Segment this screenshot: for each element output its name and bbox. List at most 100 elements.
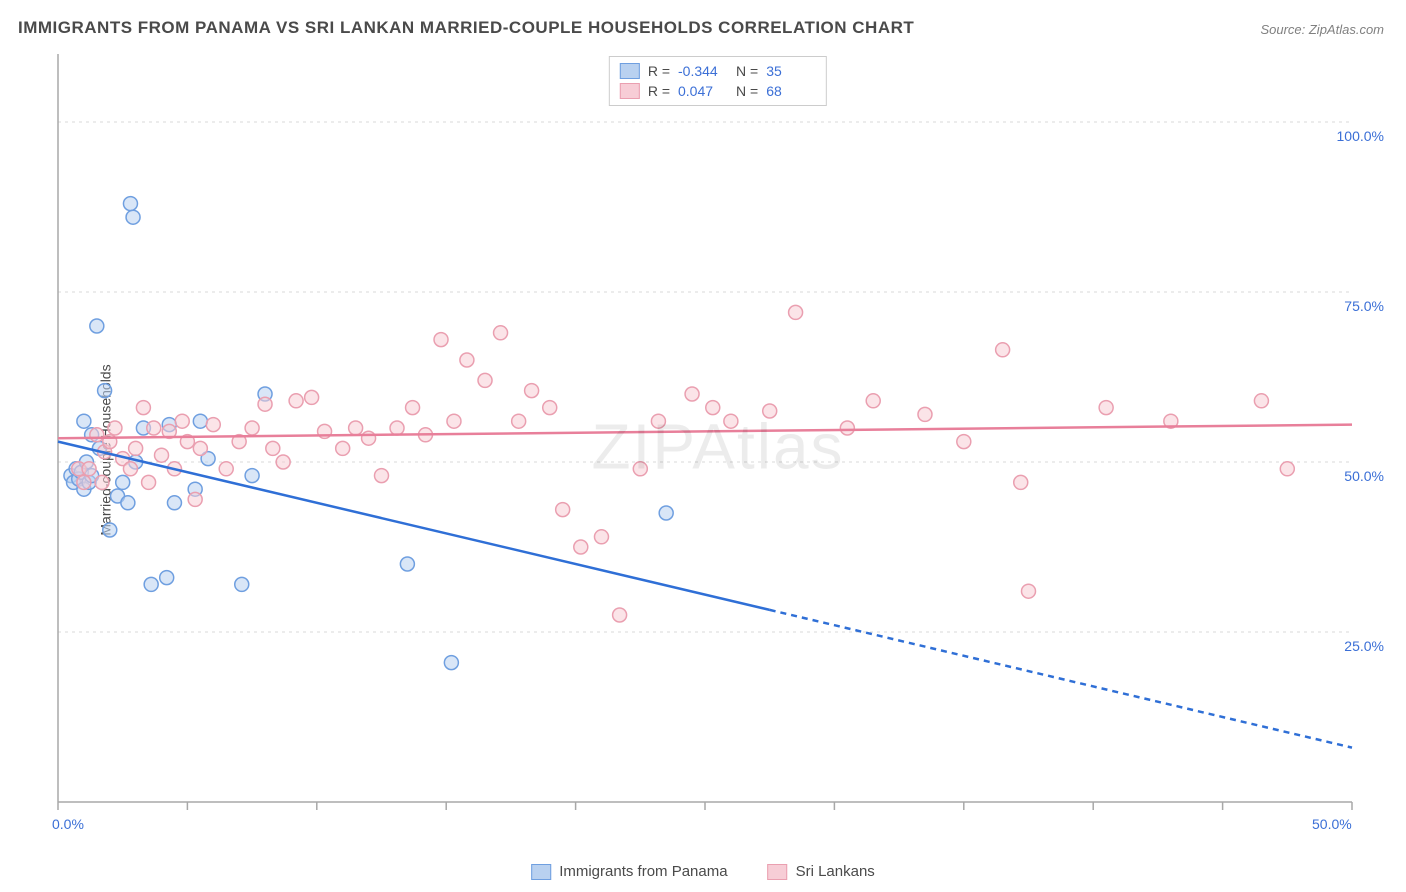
data-point xyxy=(123,197,137,211)
data-point xyxy=(129,441,143,455)
data-point xyxy=(594,530,608,544)
data-point xyxy=(400,557,414,571)
data-point xyxy=(82,462,96,476)
data-point xyxy=(434,333,448,347)
data-point xyxy=(866,394,880,408)
data-point xyxy=(155,448,169,462)
data-point xyxy=(193,441,207,455)
r-label: R = xyxy=(648,83,670,99)
data-point xyxy=(651,414,665,428)
legend-swatch xyxy=(620,83,640,99)
data-point xyxy=(193,414,207,428)
legend-label: Sri Lankans xyxy=(796,863,875,880)
legend-item: Sri Lankans xyxy=(768,863,875,880)
data-point xyxy=(245,421,259,435)
n-label: N = xyxy=(736,63,758,79)
data-point xyxy=(175,414,189,428)
legend-item: Immigrants from Panama xyxy=(531,863,727,880)
legend-series: Immigrants from Panama Sri Lankans xyxy=(531,863,875,880)
data-point xyxy=(390,421,404,435)
n-label: N = xyxy=(736,83,758,99)
r-label: R = xyxy=(648,63,670,79)
chart-area: Married-couple Households ZIPAtlas R = -… xyxy=(48,54,1388,846)
data-point xyxy=(918,407,932,421)
data-point xyxy=(235,577,249,591)
legend-swatch xyxy=(620,63,640,79)
data-point xyxy=(556,503,570,517)
data-point xyxy=(289,394,303,408)
legend-swatch xyxy=(531,864,551,880)
data-point xyxy=(160,571,174,585)
data-point xyxy=(188,492,202,506)
data-point xyxy=(266,441,280,455)
data-point xyxy=(525,384,539,398)
data-point xyxy=(1099,401,1113,415)
data-point xyxy=(98,384,112,398)
data-point xyxy=(126,210,140,224)
r-value: 0.047 xyxy=(678,83,728,99)
data-point xyxy=(1254,394,1268,408)
data-point xyxy=(123,462,137,476)
data-point xyxy=(362,431,376,445)
data-point xyxy=(349,421,363,435)
data-point xyxy=(121,496,135,510)
y-tick-label: 75.0% xyxy=(1344,298,1384,314)
data-point xyxy=(706,401,720,415)
data-point xyxy=(136,401,150,415)
data-point xyxy=(613,608,627,622)
data-point xyxy=(90,428,104,442)
data-point xyxy=(336,441,350,455)
data-point xyxy=(1022,584,1036,598)
x-tick-label: 0.0% xyxy=(52,816,84,832)
data-point xyxy=(219,462,233,476)
legend-label: Immigrants from Panama xyxy=(559,863,727,880)
data-point xyxy=(1014,475,1028,489)
data-point xyxy=(167,496,181,510)
data-point xyxy=(90,319,104,333)
source-attribution: Source: ZipAtlas.com xyxy=(1260,22,1384,37)
data-point xyxy=(763,404,777,418)
data-point xyxy=(724,414,738,428)
legend-swatch xyxy=(768,864,788,880)
data-point xyxy=(258,397,272,411)
r-value: -0.344 xyxy=(678,63,728,79)
data-point xyxy=(206,418,220,432)
scatter-plot xyxy=(48,54,1388,846)
chart-title: IMMIGRANTS FROM PANAMA VS SRI LANKAN MAR… xyxy=(18,18,914,38)
data-point xyxy=(103,523,117,537)
n-value: 68 xyxy=(766,83,816,99)
data-point xyxy=(633,462,647,476)
legend-row: R = 0.047 N = 68 xyxy=(620,81,816,101)
data-point xyxy=(108,421,122,435)
data-point xyxy=(789,305,803,319)
data-point xyxy=(77,475,91,489)
legend-row: R = -0.344 N = 35 xyxy=(620,61,816,81)
data-point xyxy=(406,401,420,415)
data-point xyxy=(996,343,1010,357)
data-point xyxy=(957,435,971,449)
y-tick-label: 25.0% xyxy=(1344,638,1384,654)
x-tick-label: 50.0% xyxy=(1312,816,1352,832)
data-point xyxy=(144,577,158,591)
data-point xyxy=(512,414,526,428)
y-tick-label: 50.0% xyxy=(1344,468,1384,484)
data-point xyxy=(460,353,474,367)
data-point xyxy=(375,469,389,483)
data-point xyxy=(95,475,109,489)
data-point xyxy=(142,475,156,489)
y-tick-label: 100.0% xyxy=(1337,128,1384,144)
trend-line-extrapolated xyxy=(770,610,1352,748)
data-point xyxy=(574,540,588,554)
data-point xyxy=(494,326,508,340)
data-point xyxy=(543,401,557,415)
data-point xyxy=(245,469,259,483)
n-value: 35 xyxy=(766,63,816,79)
data-point xyxy=(116,475,130,489)
data-point xyxy=(685,387,699,401)
data-point xyxy=(77,414,91,428)
legend-correlation: R = -0.344 N = 35 R = 0.047 N = 68 xyxy=(609,56,827,106)
data-point xyxy=(478,373,492,387)
data-point xyxy=(444,656,458,670)
data-point xyxy=(276,455,290,469)
data-point xyxy=(1280,462,1294,476)
